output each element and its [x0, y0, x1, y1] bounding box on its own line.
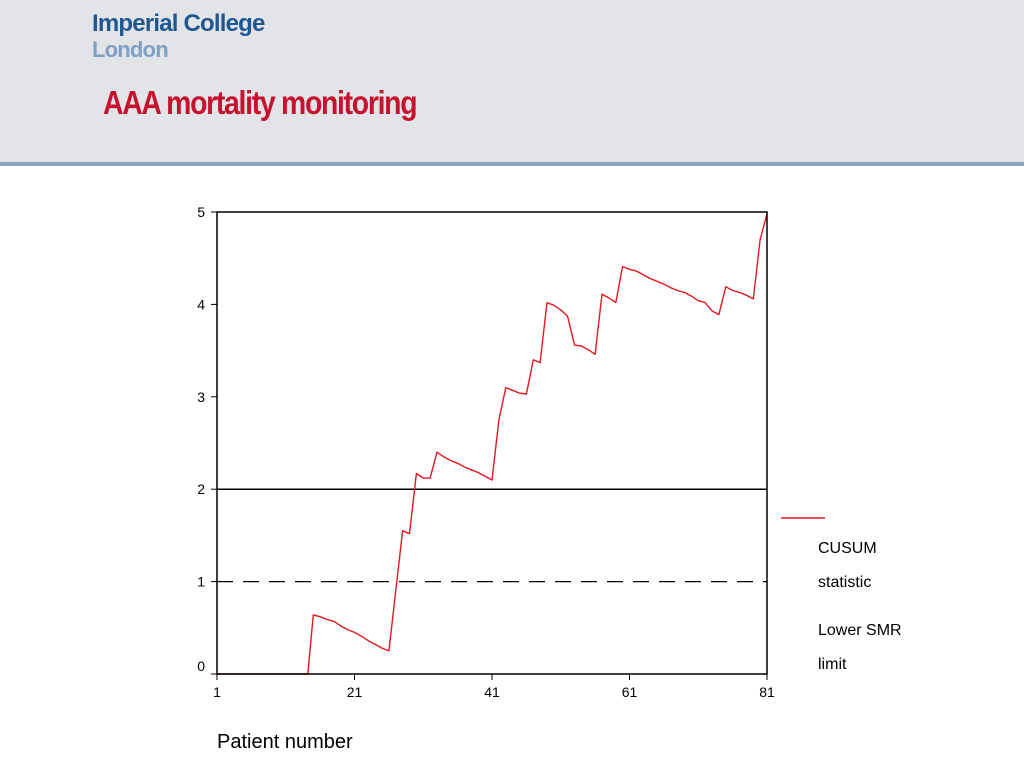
y-tick-label: 4 — [197, 296, 205, 312]
y-tick-label: 0 — [197, 658, 205, 674]
x-tick-label: 21 — [347, 684, 363, 700]
legend-label-cusum-line2: statistic — [818, 574, 872, 591]
plot-frame — [216, 211, 768, 675]
logo-text-line2: London — [92, 37, 169, 62]
x-tick-label: 61 — [622, 684, 638, 700]
y-tick-label: 3 — [197, 389, 205, 405]
y-tick-label: 2 — [197, 481, 205, 497]
y-tick-label: 5 — [197, 204, 205, 220]
y-tick-label: 1 — [197, 574, 205, 590]
x-axis-ticks: 1 21 41 61 81 — [213, 674, 775, 700]
series-layer — [217, 213, 768, 675]
y-axis-ticks: 0 1 2 3 4 5 — [197, 204, 217, 675]
x-tick-label: 41 — [484, 684, 500, 700]
slide-title: AAA mortality monitoring — [103, 84, 418, 121]
legend-label-cusum-line1: CUSUM — [818, 540, 877, 557]
legend-label-smr-line2: limit — [818, 656, 847, 673]
x-tick-label: 81 — [759, 684, 775, 700]
legend-label-smr-line1: Lower SMR — [818, 622, 902, 639]
logo-text-line1: Imperial College — [92, 10, 265, 37]
x-tick-label: 1 — [213, 684, 221, 700]
series-line-cusum-statistic — [217, 213, 768, 675]
slide-header: Imperial College London AAA mortality mo… — [0, 0, 1024, 166]
x-axis-label: Patient number — [217, 731, 353, 753]
reference-lines — [217, 488, 767, 583]
